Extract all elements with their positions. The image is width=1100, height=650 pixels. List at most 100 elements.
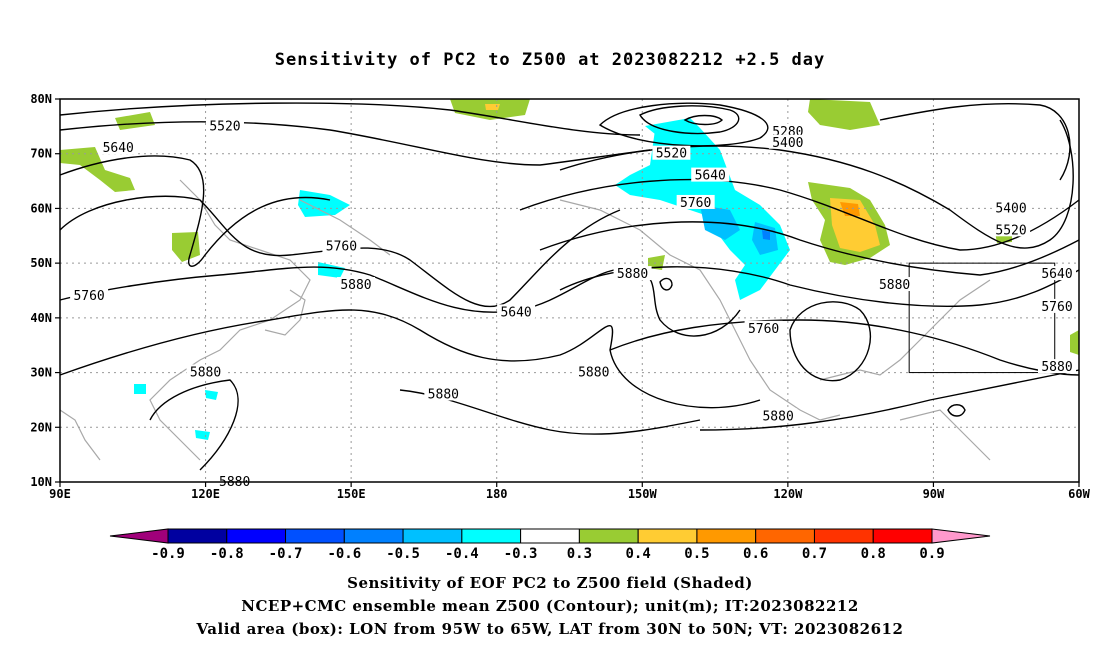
contour-label-bg	[322, 238, 361, 253]
contour-label: 5880	[617, 267, 648, 282]
contour-label: 5880	[340, 278, 371, 293]
contour-label: 5760	[73, 289, 104, 304]
contour-label: 5760	[748, 322, 779, 337]
y-tick-label: 80N	[30, 92, 52, 106]
contour-label-bg	[691, 167, 730, 182]
colorbar-segment	[520, 528, 580, 544]
colorbar-segment	[578, 528, 639, 544]
colorbar-high-arrow	[931, 528, 991, 544]
contour-label: 5640	[695, 169, 726, 184]
contour-label-bg	[1038, 266, 1076, 281]
colorbar-segment	[226, 528, 287, 544]
caption-shaded: Sensitivity of EOF PC2 to Z500 field (Sh…	[347, 574, 753, 592]
contour-label: 5760	[680, 196, 711, 211]
colorbar-label: -0.9	[151, 546, 185, 562]
contour-label: 5520	[209, 119, 240, 134]
cyan-region-arctic	[645, 118, 700, 138]
contour-label-bg	[613, 266, 652, 281]
contour-label-bg	[186, 364, 225, 379]
colorbar-segment	[402, 528, 463, 544]
colorbar-segment	[343, 528, 404, 544]
colorbar-label: 0.8	[861, 546, 886, 562]
green-region-mongolia	[172, 232, 200, 262]
contour-label: 5880	[762, 409, 793, 424]
colorbar-segment	[285, 528, 345, 544]
x-tick-label: 120W	[773, 487, 803, 501]
caption-contour: NCEP+CMC ensemble mean Z500 (Contour); u…	[241, 597, 859, 615]
colorbar-label: 0.5	[684, 546, 709, 562]
figure-title: Sensitivity of PC2 to Z500 at 2023082212…	[274, 50, 826, 70]
contour-label-bg	[992, 200, 1031, 215]
colorbar-segment	[167, 528, 228, 544]
contour-label-bg	[336, 277, 375, 292]
contour-label: 5760	[1041, 300, 1072, 315]
darkblue-spot	[762, 230, 770, 240]
colorbar-low-arrow	[109, 528, 169, 544]
contour-label: 5880	[428, 387, 459, 402]
contour-label-bg	[744, 320, 783, 335]
colorbar: -0.9 -0.8 -0.7 -0.6 -0.5 -0.4 -0.3 0.3 0.4 0.5 0.6…	[109, 528, 991, 562]
y-axis-ticks: 10N 20N 30N 40N 50N 60N 70N 80N	[30, 92, 60, 489]
contour-label: 5520	[656, 147, 687, 162]
x-tick-label: 60W	[1068, 487, 1090, 501]
contour-label: 5400	[995, 201, 1026, 216]
colorbar-segment	[461, 528, 522, 544]
cyan-spot-2	[195, 430, 210, 440]
contour-label-bg	[424, 386, 463, 401]
x-tick-label: 180	[486, 487, 508, 501]
z500-contours	[59, 102, 1080, 471]
colorbar-label: 0.6	[743, 546, 768, 562]
contour-label-bg	[205, 118, 244, 133]
contour-label-bg	[992, 222, 1031, 237]
green-spot-pacific	[648, 255, 665, 270]
contour-label-bg	[676, 194, 715, 209]
green-region-greenland	[808, 99, 880, 130]
caption-valid-area: Valid area (box): LON from 95W to 65W, L…	[196, 620, 904, 638]
y-tick-label: 20N	[30, 420, 52, 434]
y-tick-label: 40N	[30, 311, 52, 325]
colorbar-segment	[696, 528, 757, 544]
contour-label-bg	[574, 364, 613, 379]
y-tick-label: 30N	[30, 366, 52, 380]
y-tick-label: 50N	[30, 256, 52, 270]
contour-label-bg	[759, 408, 798, 423]
contour-label-bg	[70, 287, 109, 302]
contour-label: 5880	[578, 366, 609, 381]
colorbar-segment	[755, 528, 815, 544]
colorbar-label: -0.8	[210, 546, 244, 562]
colorbar-label: 0.7	[802, 546, 827, 562]
map-frame	[59, 98, 1080, 483]
colorbar-segment	[813, 528, 874, 544]
cyan-region-asia	[298, 190, 350, 217]
yellow-spot-arctic	[485, 104, 500, 110]
green-spot-atlantic	[1070, 330, 1079, 355]
shaded-sensitivity-field	[60, 99, 1079, 440]
contour-label: 5880	[190, 366, 221, 381]
contour-label: 5640	[500, 305, 531, 320]
y-tick-label: 60N	[30, 201, 52, 215]
colorbar-label: -0.3	[504, 546, 538, 562]
valid-area-box	[908, 262, 1056, 374]
contour-label: 5880	[1041, 360, 1072, 375]
cyan-spot-3	[205, 390, 218, 400]
colorbar-segment	[637, 528, 698, 544]
contour-label-bg	[768, 134, 807, 149]
cyan-spot-1	[134, 384, 146, 394]
x-axis-ticks: 90E 120E 150E 180 150W 120W 90W 60W	[49, 482, 1091, 501]
contour-label: 5520	[995, 223, 1026, 238]
x-tick-label: 90E	[49, 487, 71, 501]
contour-label: 5640	[1041, 267, 1072, 282]
x-tick-label: 120E	[191, 487, 220, 501]
contour-label-bg	[99, 140, 138, 155]
x-tick-label: 150E	[337, 487, 366, 501]
x-tick-label: 150W	[628, 487, 658, 501]
contour-label: 5400	[772, 136, 803, 151]
colorbar-label: 0.9	[919, 546, 944, 562]
x-tick-label: 90W	[923, 487, 945, 501]
contour-label-bg	[875, 277, 914, 292]
contour-label-bg	[215, 474, 254, 488]
contour-label-bg	[1038, 298, 1076, 313]
contour-label-bg	[652, 145, 691, 160]
green-region-west	[60, 147, 135, 192]
